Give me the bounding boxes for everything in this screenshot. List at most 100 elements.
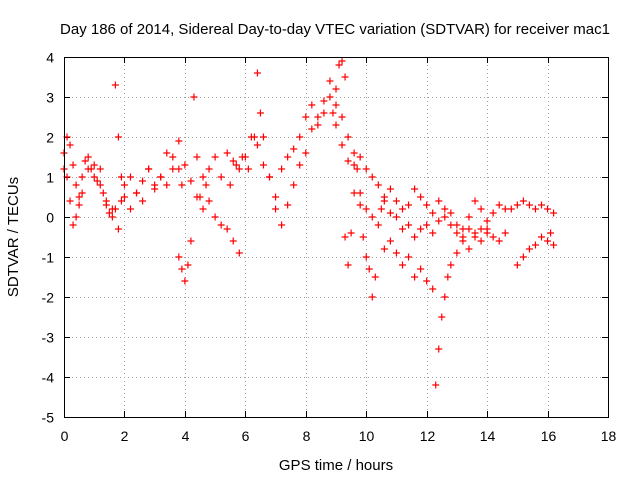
data-point [84,153,92,161]
data-point [145,165,153,173]
data-point [232,161,240,169]
data-point [429,285,437,293]
data-point [519,253,527,261]
data-point [272,205,280,213]
data-point [96,181,104,189]
data-point [117,197,125,205]
data-point [314,121,322,129]
data-point [477,225,485,233]
x-tick-label: 12 [420,428,436,444]
data-point [187,177,195,185]
data-point [272,193,280,201]
data-point [99,189,107,197]
data-point [344,261,352,269]
data-point [93,177,101,185]
data-point [190,93,198,101]
data-point [453,249,461,257]
data-point [211,213,219,221]
data-point [296,133,304,141]
data-point [108,213,116,221]
data-point [278,165,286,173]
data-point [108,205,116,213]
data-point [441,205,449,213]
data-point [205,165,213,173]
data-point [114,225,122,233]
data-point [139,197,147,205]
data-point [332,101,340,109]
data-point [302,113,310,121]
x-tick-label: 10 [359,428,375,444]
data-point [175,253,183,261]
series-arc-3 [175,93,243,285]
data-point [81,157,89,165]
data-point [477,237,485,245]
data-point [308,125,316,133]
data-point [423,277,431,285]
data-point [380,197,388,205]
data-point [169,165,177,173]
data-point [411,273,419,281]
data-point [223,225,231,233]
data-point [175,137,183,145]
data-point [350,149,358,157]
data-point [338,113,346,121]
data-point [84,165,92,173]
data-point [338,57,346,65]
data-point [235,165,243,173]
data-point [359,233,367,241]
series-arc-2 [60,81,186,229]
data-point [550,209,558,217]
data-point [435,345,443,353]
data-point [320,109,328,117]
data-point [344,133,352,141]
data-point [362,165,370,173]
y-tick-label: -2 [42,290,55,306]
x-tick-label: 4 [182,428,190,444]
data-point [417,225,425,233]
chart-title: Day 186 of 2014, Sidereal Day-to-day VTE… [60,21,610,38]
data-point [368,213,376,221]
data-markers [60,57,558,389]
data-point [398,205,406,213]
data-point [411,233,419,241]
data-point [438,313,446,321]
data-point [163,149,171,157]
data-point [538,201,546,209]
data-point [362,205,370,213]
data-point [392,213,400,221]
series-arc-1 [60,93,376,233]
y-tick-label: -5 [42,410,55,426]
data-point [380,245,388,253]
y-axis-label: SDTVAR / TECUs [5,177,22,297]
data-point [259,161,267,169]
data-point [75,193,83,201]
data-point [72,213,80,221]
data-point [133,189,141,197]
data-point [284,153,292,161]
data-point [547,229,555,237]
y-tick-label: -1 [42,250,55,266]
data-point [335,61,343,69]
series-arc-5 [329,109,558,237]
data-point [459,225,467,233]
data-point [250,133,258,141]
data-point [386,209,394,217]
data-point [229,157,237,165]
y-tick-label: 3 [46,90,54,106]
series-arc-8 [513,229,558,269]
data-point [290,145,298,153]
data-point [187,237,195,245]
data-point [531,205,539,213]
data-point [120,193,128,201]
data-point [78,173,86,181]
x-tick-label: 14 [480,428,496,444]
data-point [126,173,134,181]
data-point [308,101,316,109]
data-point [435,197,443,205]
data-point [120,181,128,189]
data-point [441,293,449,301]
data-point [525,201,533,209]
data-point [350,189,358,197]
series-arc-7 [380,225,491,389]
data-point [199,173,207,181]
